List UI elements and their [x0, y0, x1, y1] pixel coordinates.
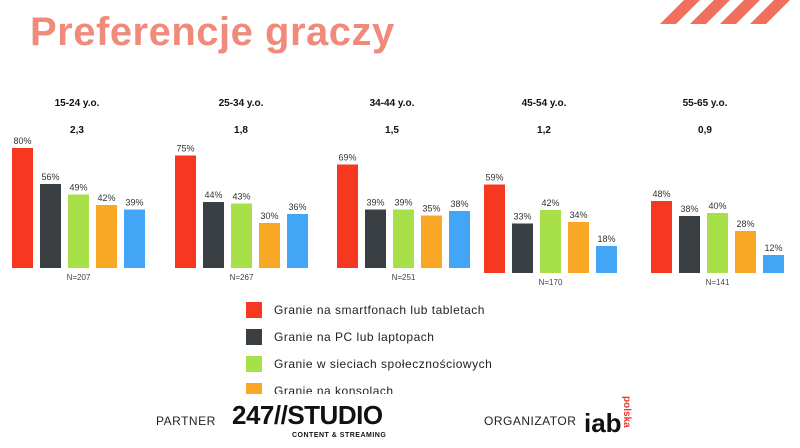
bar-value-label: 49%: [69, 183, 87, 193]
legend-label: Granie na PC lub laptopach: [274, 329, 435, 344]
bar-value-label: 56%: [41, 172, 59, 182]
bar-value-label: 30%: [260, 211, 278, 221]
bar-value-label: 80%: [13, 136, 31, 146]
bar: [735, 231, 756, 273]
page-title: Preferencje graczy: [30, 10, 395, 54]
legend: Granie na smartfonach lub tabletach Gran…: [246, 296, 566, 394]
bar: [175, 155, 196, 268]
bar-value-label: 39%: [125, 198, 143, 208]
bar-value-label: 38%: [450, 199, 468, 209]
bar: [540, 210, 561, 273]
age-group-value: 1,5: [385, 125, 399, 136]
footer: PARTNER 247//STUDIO CONTENT & STREAMING …: [0, 394, 800, 448]
bar-value-label: 44%: [204, 190, 222, 200]
bar: [96, 205, 117, 268]
bar-value-label: 40%: [708, 201, 726, 211]
bar: [449, 211, 470, 268]
bar-value-label: 48%: [652, 189, 670, 199]
bar: [259, 223, 280, 268]
legend-item: Granie na smartfonach lub tabletach: [246, 296, 566, 323]
organizer-logo-subtext: polska: [621, 396, 632, 428]
bar-value-label: 18%: [597, 234, 615, 244]
bar-value-label: 39%: [366, 198, 384, 208]
bar: [337, 164, 358, 268]
bar: [12, 148, 33, 268]
bar-value-label: 34%: [569, 210, 587, 220]
organizer-logo-text: iab: [584, 408, 622, 438]
bar-value-label: 36%: [288, 202, 306, 212]
legend-item: Granie na PC lub laptopach: [246, 323, 566, 350]
organizer-logo[interactable]: iab polska: [584, 394, 644, 446]
organizer-label: ORGANIZATOR: [484, 414, 577, 428]
legend-item: Granie na konsolach: [246, 377, 566, 394]
sample-size-label: N=141: [706, 278, 730, 287]
bar-value-label: 33%: [513, 212, 531, 222]
age-group-title: 25-34 y.o.: [219, 98, 264, 109]
bar: [68, 194, 89, 268]
bar: [512, 223, 533, 273]
bar: [596, 246, 617, 273]
bar: [763, 255, 784, 273]
partner-logo[interactable]: 247//STUDIO CONTENT & STREAMING: [232, 400, 392, 444]
bar-value-label: 12%: [764, 243, 782, 253]
bar: [40, 184, 61, 268]
sample-size-label: N=251: [392, 273, 416, 282]
legend-label: Granie na smartfonach lub tabletach: [274, 302, 485, 317]
sample-size-label: N=207: [67, 273, 91, 282]
bar: [568, 222, 589, 273]
bar-value-label: 35%: [422, 204, 440, 214]
legend-swatch: [246, 355, 262, 372]
partner-logo-subtext: CONTENT & STREAMING: [292, 432, 387, 439]
bar: [651, 201, 672, 273]
bar: [421, 215, 442, 268]
age-group-value: 2,3: [70, 125, 84, 136]
bar-value-label: 43%: [232, 192, 250, 202]
bar: [287, 214, 308, 268]
bar: [393, 209, 414, 268]
charts-area: 15-24 y.o. 2,3 80% 56% 49% 42% 39% N=207 25-34 y…: [12, 98, 784, 287]
bar: [203, 202, 224, 268]
age-group-value: 1,8: [234, 125, 248, 136]
sample-size-label: N=267: [230, 273, 254, 282]
legend-swatch: [246, 328, 262, 345]
partner-logo-text: 247//STUDIO: [232, 400, 383, 430]
bar-value-label: 28%: [736, 219, 754, 229]
decorative-stripes: [660, 0, 790, 24]
age-group-title: 55-65 y.o.: [683, 98, 728, 109]
bar-value-label: 38%: [680, 204, 698, 214]
age-group-title: 34-44 y.o.: [370, 98, 415, 109]
legend-swatch: [246, 382, 262, 394]
bar-value-label: 42%: [97, 193, 115, 203]
age-group-title: 15-24 y.o.: [55, 98, 100, 109]
legend-swatch: [246, 301, 262, 318]
bar: [707, 213, 728, 273]
age-group-value: 0,9: [698, 125, 712, 136]
bar-value-label: 59%: [485, 173, 503, 183]
legend-label: Granie na konsolach: [274, 383, 394, 395]
age-group-title: 45-54 y.o.: [522, 98, 567, 109]
age-group-value: 1,2: [537, 125, 551, 136]
bar: [365, 209, 386, 268]
sample-size-label: N=170: [539, 278, 563, 287]
legend-label: Granie w sieciach społecznościowych: [274, 356, 493, 371]
bar-value-label: 39%: [394, 198, 412, 208]
bar: [679, 216, 700, 273]
bar-value-label: 42%: [541, 198, 559, 208]
bar: [484, 184, 505, 273]
bar: [124, 209, 145, 268]
legend-item: Granie w sieciach społecznościowych: [246, 350, 566, 377]
bar: [231, 203, 252, 268]
bar-value-label: 69%: [338, 153, 356, 163]
partner-label: PARTNER: [156, 414, 216, 428]
bar-value-label: 75%: [176, 144, 194, 154]
